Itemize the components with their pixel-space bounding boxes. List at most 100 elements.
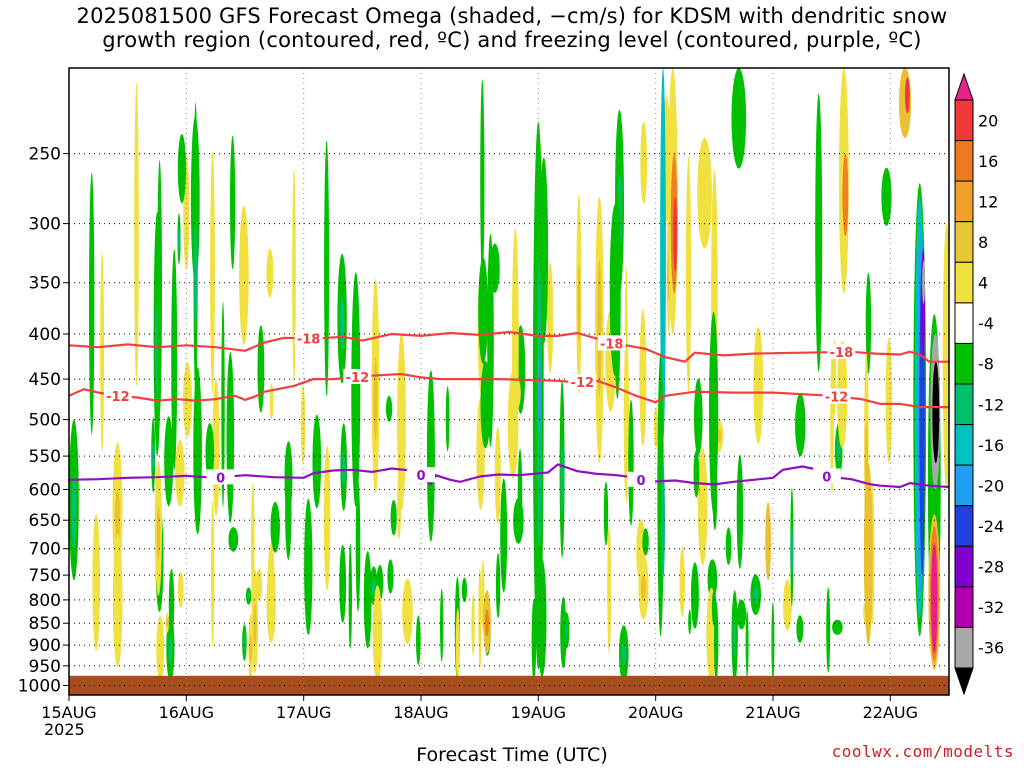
downward-motion-streak xyxy=(942,223,949,490)
omega-core xyxy=(660,68,666,442)
colorbar-box xyxy=(954,342,974,385)
omega-shading xyxy=(69,68,949,682)
omega-core xyxy=(931,543,938,654)
upward-motion-streak xyxy=(693,450,700,498)
downward-motion-streak xyxy=(471,595,475,656)
x-tick-label: 18AUG xyxy=(393,703,448,722)
y-tick-label: 500 xyxy=(29,411,61,431)
y-tick-label: 800 xyxy=(29,591,61,611)
upward-motion-streak xyxy=(711,589,717,626)
upward-motion-streak xyxy=(168,568,175,640)
downward-motion-streak xyxy=(156,615,165,682)
omega-core xyxy=(168,635,173,663)
omega-core xyxy=(339,297,345,349)
upward-motion-streak xyxy=(386,395,393,422)
upward-motion-streak xyxy=(312,414,322,509)
upward-motion-streak xyxy=(228,527,239,552)
downward-motion-streak xyxy=(239,205,249,345)
upward-motion-streak xyxy=(461,577,467,603)
downward-motion-streak xyxy=(134,83,139,387)
upward-motion-streak xyxy=(628,399,634,526)
contour-label: 0 xyxy=(416,469,425,484)
upward-motion-streak xyxy=(736,599,747,630)
y-tick-label: 550 xyxy=(29,447,61,467)
downward-motion-streak xyxy=(455,608,460,682)
omega-core xyxy=(621,643,627,666)
upward-motion-streak xyxy=(614,186,621,400)
y-tick-label: 900 xyxy=(29,636,61,656)
omega-core xyxy=(733,620,737,657)
colorbar-label: -32 xyxy=(978,598,1004,617)
downward-motion-streak xyxy=(547,262,554,373)
upward-motion-streak xyxy=(694,378,703,456)
downward-motion-streak xyxy=(267,543,275,638)
colorbar-label: -20 xyxy=(978,476,1004,495)
upward-motion-streak xyxy=(865,272,872,374)
contour-label: 0 xyxy=(216,471,225,486)
upward-motion-streak xyxy=(355,479,361,612)
downward-motion-streak xyxy=(372,585,383,682)
omega-core xyxy=(371,578,376,595)
upward-motion-streak xyxy=(500,478,508,593)
y-tick-label: 400 xyxy=(29,325,61,345)
contour-line--12 xyxy=(69,372,949,409)
plot-frame xyxy=(68,67,950,696)
x-axis-year-label: 2025 xyxy=(44,720,85,739)
colorbar-box xyxy=(954,383,974,426)
colorbar-box xyxy=(954,140,974,182)
contour-label: -12 xyxy=(106,390,130,405)
upward-motion-streak xyxy=(736,454,744,569)
upward-motion-streak xyxy=(230,135,236,270)
downward-motion-streak xyxy=(323,445,331,591)
x-tick-label: 16AUG xyxy=(159,703,214,722)
contour-label: 0 xyxy=(636,474,645,489)
x-tick-label: 19AUG xyxy=(511,703,566,722)
downward-motion-streak xyxy=(765,502,771,581)
upward-motion-streak xyxy=(795,393,806,457)
colorbar-box xyxy=(954,302,974,344)
colorbar-label: 4 xyxy=(978,274,988,293)
contour-line--18 xyxy=(69,330,949,363)
downward-motion-streak xyxy=(112,533,123,668)
y-tick-label: 350 xyxy=(29,274,61,294)
upward-motion-streak xyxy=(480,79,485,279)
downward-motion-streak xyxy=(783,579,792,631)
x-tick-label: 20AUG xyxy=(628,703,683,722)
chart-title-line-1: 2025081500 GFS Forecast Omega (shaded, −… xyxy=(76,4,948,28)
credit-link[interactable]: coolwx.com/modelts xyxy=(831,742,1014,761)
omega-core xyxy=(597,260,602,396)
x-tick-label: 15AUG xyxy=(41,703,96,722)
omega-core xyxy=(253,603,257,646)
colorbar-label: 8 xyxy=(978,233,988,252)
contour-label: -12 xyxy=(825,390,849,405)
contour-label-bg xyxy=(627,471,655,487)
upward-motion-streak xyxy=(390,499,397,536)
y-tick-label: 250 xyxy=(29,145,61,165)
downward-motion-streak xyxy=(211,500,215,647)
upward-motion-streak xyxy=(603,481,609,546)
contour-label-bg xyxy=(568,374,597,390)
contour-label-bg xyxy=(822,388,851,404)
upward-motion-streak xyxy=(257,325,265,413)
y-tick-label: 700 xyxy=(29,540,61,560)
upward-motion-streak xyxy=(490,243,500,293)
omega-core xyxy=(151,441,155,472)
downward-motion-streak xyxy=(300,385,306,464)
colorbar-box xyxy=(954,99,974,142)
contour-label-bg xyxy=(827,343,856,359)
upward-motion-streak xyxy=(416,615,421,666)
downward-motion-streak xyxy=(92,514,100,651)
y-tick-label: 650 xyxy=(29,511,61,531)
downward-motion-streak xyxy=(653,407,659,448)
omega-core xyxy=(242,635,246,651)
chart-title-line-2: growth region (contoured, red, ºC) and f… xyxy=(102,28,922,52)
omega-core xyxy=(156,506,161,561)
colorbar-label: -24 xyxy=(978,517,1004,536)
omega-core xyxy=(753,587,759,604)
colorbar-bottom-triangle xyxy=(954,667,974,696)
upward-motion-streak xyxy=(688,609,692,635)
omega-core xyxy=(565,623,569,639)
omega-core xyxy=(373,356,378,441)
upward-motion-streak xyxy=(642,528,649,556)
y-tick-label: 600 xyxy=(29,481,61,501)
